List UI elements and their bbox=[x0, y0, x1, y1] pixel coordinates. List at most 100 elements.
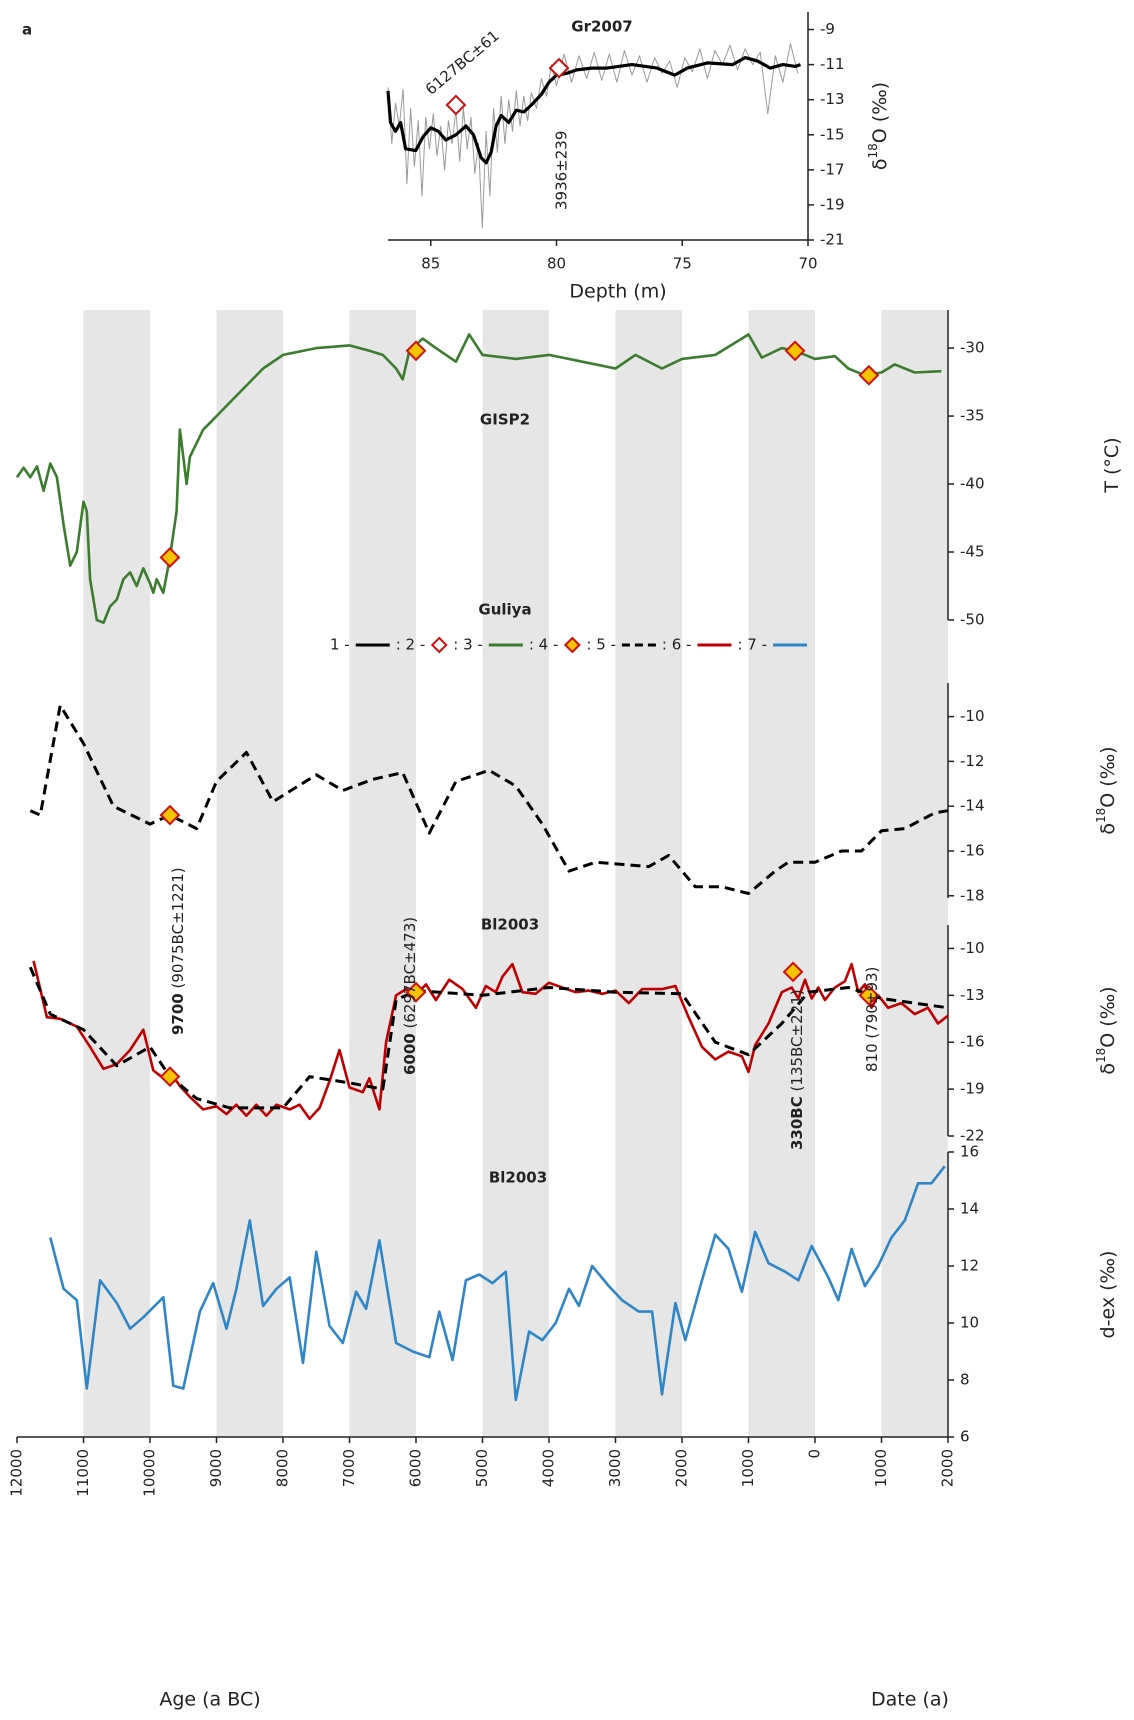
x-tick-label: 75 bbox=[673, 255, 692, 273]
legend-label: : 3 - bbox=[453, 636, 483, 654]
x-tick-label: 85 bbox=[421, 255, 440, 273]
x-tick-label: 11000 bbox=[74, 1449, 92, 1497]
y-axis-label-part: δ bbox=[1097, 823, 1119, 835]
y-axis-label-part: T (°C) bbox=[1101, 437, 1123, 493]
series-line bbox=[386, 56, 802, 165]
legend-label: : 5 - bbox=[586, 636, 616, 654]
y-tick-label: 12 bbox=[960, 1257, 979, 1275]
x-axis-label: Age (a BC) bbox=[159, 1689, 260, 1711]
y-tick-label: -12 bbox=[960, 752, 985, 770]
chart-title: Bl2003 bbox=[481, 916, 539, 934]
x-tick-label: 70 bbox=[798, 255, 817, 273]
annotation-text: (6297BC±473) bbox=[401, 917, 419, 1029]
y-tick-label: -50 bbox=[960, 611, 985, 629]
y-tick-label: -10 bbox=[960, 707, 985, 725]
y-tick-label: 16 bbox=[960, 1143, 979, 1161]
y-tick-label: -35 bbox=[960, 407, 985, 425]
x-tick-label: 7000 bbox=[340, 1449, 358, 1487]
y-axis-label: d-ex (‰) bbox=[1097, 1251, 1119, 1339]
y-axis-label-part: δ bbox=[1097, 1063, 1119, 1075]
x-axis-label: Date (a) bbox=[871, 1689, 949, 1711]
marker bbox=[858, 364, 880, 386]
y-tick-label: -10 bbox=[960, 939, 985, 957]
panel-label: a bbox=[22, 21, 32, 39]
y-axis-label: T (°C) bbox=[1101, 437, 1123, 493]
x-axis-label: Depth (m) bbox=[569, 281, 666, 303]
annotation: 6000 (6297BC±473) bbox=[401, 917, 419, 1075]
annotation: 9700 (9075BC±1221) bbox=[169, 867, 187, 1035]
y-tick-label: -18 bbox=[960, 886, 985, 904]
x-tick-label: 1000 bbox=[739, 1449, 757, 1487]
legend-label: : 2 - bbox=[396, 636, 426, 654]
y-axis-label-part: 18 bbox=[1094, 808, 1108, 823]
legend-symbol bbox=[563, 636, 581, 654]
band bbox=[216, 310, 283, 1437]
y-tick-label: -40 bbox=[960, 475, 985, 493]
x-tick-label: 2000 bbox=[939, 1449, 957, 1487]
marker bbox=[405, 340, 427, 362]
band bbox=[349, 310, 416, 1437]
annotation-text: (9075BC±1221) bbox=[169, 867, 187, 988]
y-tick-label: -16 bbox=[960, 1033, 985, 1051]
chart-title: Gr2007 bbox=[571, 18, 632, 36]
annotation-text: (135BC±221) bbox=[788, 989, 806, 1091]
annotation: 3936±239 bbox=[553, 131, 571, 210]
y-axis-label-part: O (‰) bbox=[1097, 746, 1119, 807]
y-tick-label: -30 bbox=[960, 339, 985, 357]
x-tick-label: 1000 bbox=[872, 1449, 890, 1487]
band bbox=[83, 310, 150, 1437]
marker bbox=[782, 961, 804, 983]
y-tick-label: -19 bbox=[960, 1080, 985, 1098]
annotation-bold: 6000 bbox=[401, 1033, 419, 1075]
legend-label: : 7 - bbox=[737, 636, 767, 654]
y-tick-label: -13 bbox=[820, 90, 845, 108]
series-line bbox=[32, 960, 949, 1121]
legend-label: : 6 - bbox=[662, 636, 692, 654]
x-tick-label: 9000 bbox=[207, 1449, 225, 1487]
band bbox=[881, 310, 948, 1437]
y-axis-label-part: 18 bbox=[1094, 1048, 1108, 1063]
marker bbox=[159, 547, 181, 568]
chart-title: Bl2003 bbox=[489, 1169, 547, 1187]
marker bbox=[405, 981, 427, 1003]
marker bbox=[159, 1066, 181, 1088]
x-tick-label: 10000 bbox=[141, 1449, 159, 1497]
y-tick-label: -22 bbox=[960, 1127, 985, 1145]
x-tick-label: 5000 bbox=[473, 1449, 491, 1487]
y-tick-label: -19 bbox=[820, 195, 845, 213]
y-tick-label: -11 bbox=[820, 55, 845, 73]
annotation: 810 (790±93) bbox=[863, 967, 881, 1072]
marker bbox=[445, 94, 467, 116]
band bbox=[748, 310, 815, 1437]
y-axis-label-part: O (‰) bbox=[1097, 986, 1119, 1047]
x-tick-label: 0 bbox=[806, 1449, 824, 1459]
x-tick-label: 4000 bbox=[540, 1449, 558, 1487]
y-axis-label-part: O (‰) bbox=[869, 82, 891, 143]
y-tick-label: 6 bbox=[960, 1428, 970, 1446]
x-tick-label: 80 bbox=[547, 255, 566, 273]
series-line bbox=[15, 333, 942, 624]
y-tick-label: 10 bbox=[960, 1314, 979, 1332]
x-tick-label: 2000 bbox=[673, 1449, 691, 1487]
marker bbox=[784, 340, 806, 362]
x-tick-label: 6000 bbox=[407, 1449, 425, 1487]
annotation: 330BC (135BC±221) bbox=[788, 989, 806, 1150]
y-tick-label: -13 bbox=[960, 986, 985, 1004]
annotation-text: 810 (790±93) bbox=[863, 967, 881, 1072]
y-tick-label: -17 bbox=[820, 160, 845, 178]
band bbox=[615, 310, 682, 1437]
y-axis-label: δ18O (‰) bbox=[1094, 746, 1119, 834]
annotation-bold: 9700 bbox=[169, 993, 187, 1035]
legend-symbol bbox=[430, 636, 448, 654]
marker bbox=[548, 57, 570, 79]
y-tick-label: -15 bbox=[820, 125, 845, 143]
band bbox=[482, 310, 549, 1437]
marker bbox=[159, 804, 181, 826]
y-axis-label-part: d-ex (‰) bbox=[1097, 1251, 1119, 1339]
annotation: 6127BC±61 bbox=[422, 27, 503, 99]
chart-title: Guliya bbox=[478, 601, 531, 619]
y-tick-label: 8 bbox=[960, 1371, 970, 1389]
x-tick-label: 3000 bbox=[606, 1449, 624, 1487]
y-tick-label: -16 bbox=[960, 841, 985, 859]
x-tick-label: 12000 bbox=[8, 1449, 26, 1497]
